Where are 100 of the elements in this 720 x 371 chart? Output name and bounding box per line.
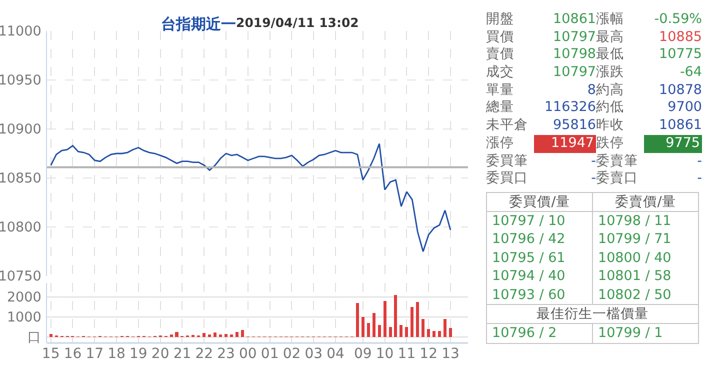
x-tick-label: 16: [64, 346, 82, 362]
text: 10798: [552, 46, 596, 64]
bar: [356, 303, 359, 337]
text: 10775: [658, 46, 702, 64]
text: 跌停: [596, 134, 625, 152]
text: 約低: [596, 99, 625, 118]
y-tick-label: 10850: [0, 170, 42, 187]
bar: [432, 331, 436, 337]
text: 漲跌: [596, 64, 625, 82]
bar: [416, 302, 420, 337]
bar: [202, 333, 206, 337]
x-tick-label: 13: [442, 346, 460, 362]
text: 10797 / 10: [492, 212, 566, 230]
x-tick-label: 15: [42, 346, 60, 362]
bar: [372, 313, 376, 337]
text: -: [696, 170, 702, 188]
text: -64: [678, 64, 702, 82]
text: -: [696, 152, 702, 170]
y-tick-label: 10800: [0, 220, 42, 236]
bar: [427, 329, 430, 337]
chart-subtitle: 2019/04/11 13:02: [236, 15, 359, 30]
x-tick-label: 11: [398, 346, 416, 362]
x-tick-label: 02: [282, 346, 301, 362]
x-tick-label: 03: [304, 346, 323, 362]
y-tick-label: 10750: [0, 268, 42, 285]
text: 10878: [658, 82, 702, 100]
text: 10800 / 40: [598, 248, 672, 268]
x-tick-label: 17: [86, 346, 104, 362]
text: 11947: [534, 134, 596, 152]
bar: [394, 295, 398, 337]
bar: [361, 317, 364, 337]
text: 10795 / 61: [492, 248, 566, 268]
text: -: [590, 152, 596, 170]
bar: [378, 325, 381, 337]
bar: [175, 332, 178, 337]
text: 最佳衍生一檔價量: [486, 304, 698, 324]
text: 委買口: [486, 170, 529, 188]
text: 漲停: [486, 134, 515, 152]
line-series: [50, 143, 452, 252]
y-tick-label: 口: [27, 330, 42, 346]
bar: [405, 327, 408, 337]
y-tick-label: 2000: [6, 290, 42, 306]
y-tick-label: 1000: [6, 310, 42, 326]
x-tick-label: 23: [217, 346, 235, 362]
text: 116326: [543, 99, 596, 118]
text: 9700: [666, 99, 702, 118]
x-tick-label: 01: [260, 346, 279, 362]
bar: [240, 330, 244, 337]
text: 開盤: [486, 11, 515, 29]
bar: [235, 332, 238, 337]
text: 賣價: [486, 46, 515, 64]
text: -: [590, 170, 596, 188]
text: 10885: [658, 28, 702, 46]
x-tick-label: 21: [173, 346, 192, 362]
bar: [444, 319, 447, 337]
y-tick-label: 11000: [0, 24, 42, 40]
text: 95816: [552, 117, 596, 135]
y-tick-label: 10900: [0, 122, 42, 138]
text: 委賣價/量: [592, 192, 698, 212]
bar: [422, 319, 425, 337]
x-tick-label: 20: [151, 346, 170, 362]
bar: [366, 323, 370, 337]
x-tick-label: 12: [420, 346, 438, 362]
text: 10861: [552, 11, 596, 29]
text: 10793 / 60: [492, 286, 566, 304]
text: 10797: [552, 28, 596, 46]
text: 買價: [486, 28, 515, 46]
x-tick-label: 22: [195, 346, 214, 362]
y-tick-label: 10950: [0, 72, 42, 89]
text: 漲幅: [596, 11, 625, 29]
text: 委賣口: [596, 170, 639, 188]
x-tick-label: 18: [108, 346, 126, 362]
bar: [224, 334, 228, 337]
bar: [49, 334, 52, 337]
text: 10797: [552, 64, 596, 82]
text: 10799 / 1: [598, 324, 664, 343]
x-tick-label: 19: [130, 346, 148, 362]
text: 約高: [596, 82, 625, 100]
text: 單量: [486, 82, 515, 100]
chart-title: 台指期近一: [161, 15, 236, 33]
bar: [383, 301, 386, 337]
text: 未平倉: [486, 117, 529, 135]
text: -0.59%: [653, 11, 702, 29]
text: 10798 / 11: [598, 212, 672, 230]
text: 10794 / 40: [492, 267, 566, 286]
text: 10799 / 71: [598, 230, 672, 249]
text: 委買價/量: [486, 192, 592, 212]
bar: [410, 307, 414, 337]
bar: [448, 328, 452, 337]
text: 成交: [486, 64, 515, 82]
text: 委賣筆: [596, 152, 639, 170]
x-tick-label: 04: [326, 346, 345, 362]
text: 10802 / 50: [598, 286, 672, 304]
x-tick-label: 10: [376, 346, 394, 362]
text: 10796 / 2: [492, 324, 558, 343]
text: 8: [586, 82, 596, 100]
text: 10796 / 42: [492, 230, 566, 249]
text: 最高: [596, 28, 625, 46]
bar: [214, 332, 217, 337]
bar: [400, 325, 403, 337]
